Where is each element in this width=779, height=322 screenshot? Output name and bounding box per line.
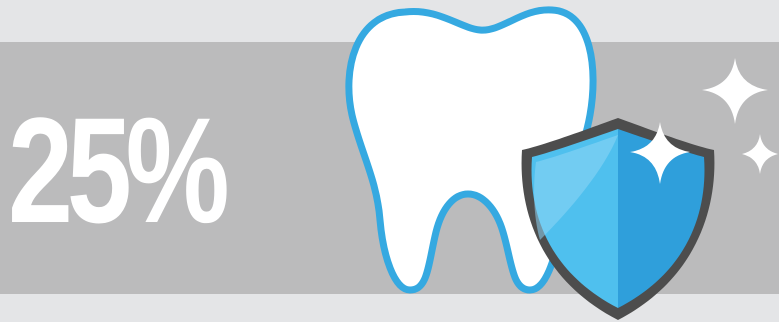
- sparkle-icon: [630, 58, 778, 184]
- shield-icon: [521, 118, 715, 320]
- percentage-stat: 25%: [8, 86, 230, 254]
